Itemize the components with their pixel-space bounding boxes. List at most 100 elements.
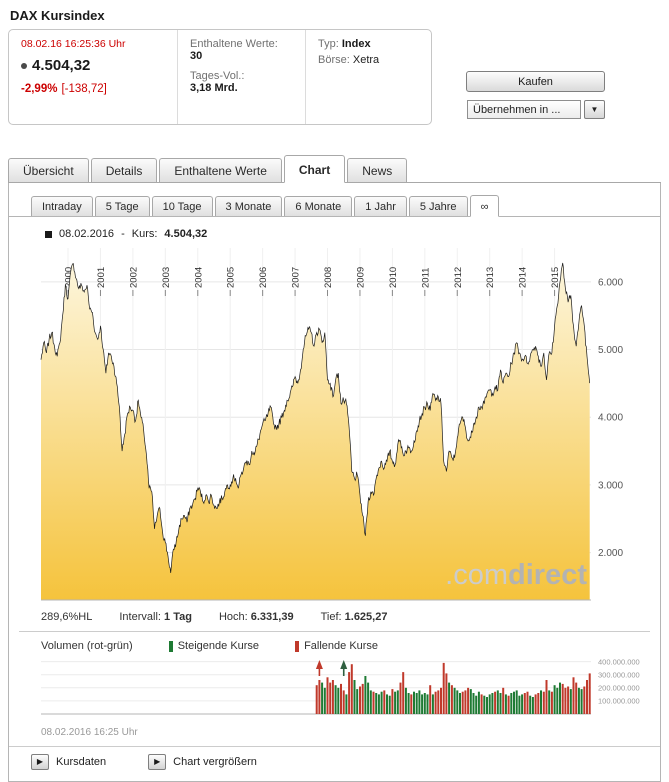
quote-price-column: 08.02.16 16:25:36 Uhr 4.504,32 -2,99% [-1…	[9, 30, 177, 124]
kursdaten-link[interactable]: Kursdaten	[56, 756, 107, 768]
svg-text:200.000.000: 200.000.000	[598, 684, 640, 693]
range-tab-max[interactable]: ∞	[469, 195, 500, 217]
volume-timestamp: 08.02.2016 16:25 Uhr	[41, 727, 138, 738]
svg-text:300.000.000: 300.000.000	[598, 671, 640, 680]
svg-text:2007: 2007	[291, 267, 302, 288]
legend-falling: Fallende Kurse	[295, 640, 378, 652]
chart-date-separator: -	[121, 228, 125, 240]
tab-uebersicht[interactable]: Übersicht	[8, 158, 89, 182]
type-label: Typ:	[318, 38, 339, 50]
chart-vergroessern-item: ▶ Chart vergrößern	[148, 754, 257, 770]
range-tab-5-jahre[interactable]: 5 Jahre	[408, 196, 468, 216]
svg-text:2010: 2010	[388, 267, 399, 288]
play-icon: ▶	[154, 757, 161, 766]
included-values: 30	[190, 50, 203, 62]
quote-box: 08.02.16 16:25:36 Uhr 4.504,32 -2,99% [-1…	[8, 29, 432, 125]
svg-text:2004: 2004	[193, 267, 204, 288]
low-stat: Tief: 1.625,27	[321, 611, 388, 623]
range-tab-intraday[interactable]: Intraday	[31, 196, 93, 216]
dropdown-arrow-button[interactable]: ▼	[584, 100, 605, 119]
svg-text:2002: 2002	[128, 267, 139, 288]
kaufen-button[interactable]: Kaufen	[466, 71, 605, 92]
uebernehmen-dropdown: Übernehmen in ... ▼	[467, 100, 605, 119]
low-value: 1.625,27	[344, 611, 388, 623]
chart-stats: 289,6%HL Intervall: 1 Tag Hoch: 6.331,39…	[9, 607, 660, 629]
exchange-label: Börse:	[318, 54, 350, 66]
svg-text:2006: 2006	[258, 267, 269, 288]
svg-text:2014: 2014	[518, 267, 529, 288]
interval-label: Intervall:	[119, 611, 161, 623]
range-tab-3-monate[interactable]: 3 Monate	[214, 196, 283, 216]
price-chart-block: 6.000 5.000 4.000 3.000 2.000 2000 2001 2002 200…	[9, 242, 660, 607]
quote-change-row: -2,99% [-138,72]	[21, 83, 165, 95]
interval-stat: Intervall: 1 Tag	[119, 611, 192, 623]
svg-text:400.000.000: 400.000.000	[598, 657, 640, 666]
tab-enthaltene-werte[interactable]: Enthaltene Werte	[159, 158, 282, 182]
falling-color-swatch	[295, 640, 300, 652]
high-value: 6.331,39	[250, 611, 294, 623]
low-label: Tief:	[320, 611, 342, 623]
change-percent: -2,99%	[21, 83, 58, 95]
price-marker-icon	[21, 62, 27, 69]
interval-value: 1 Tag	[164, 611, 192, 623]
divider	[9, 746, 660, 747]
page-title: DAX Kursindex	[10, 8, 105, 23]
svg-text:2008: 2008	[323, 267, 334, 288]
chart-vergroessern-link[interactable]: Chart vergrößern	[173, 756, 257, 768]
play-icon: ▶	[36, 757, 44, 766]
hl-percent: 289,6%HL	[41, 611, 93, 623]
volume-legend: Volumen (rot-grün) Steigende Kurse Falle…	[9, 634, 660, 654]
svg-text:.comdirect: .comdirect	[445, 559, 587, 591]
tab-chart[interactable]: Chart	[283, 155, 346, 183]
chevron-down-icon: ▼	[590, 104, 599, 114]
legend-rising: Steigende Kurse	[168, 640, 260, 652]
falling-label: Fallende Kurse	[304, 640, 379, 652]
divider	[19, 631, 650, 632]
kurs-label: Kurs:	[131, 228, 158, 240]
volume-title: Volumen (rot-grün)	[41, 640, 133, 652]
svg-text:3.000: 3.000	[598, 480, 623, 491]
svg-text:2012: 2012	[453, 267, 464, 288]
svg-text:2015: 2015	[550, 267, 561, 288]
kursdaten-button[interactable]: ▶	[31, 754, 49, 770]
volume-chart: 400.000.000 300.000.000 200.000.000 100.000…	[41, 657, 640, 715]
svg-text:2011: 2011	[420, 268, 431, 288]
svg-text:4.000: 4.000	[598, 413, 623, 424]
svg-text:2005: 2005	[226, 267, 237, 288]
tab-details[interactable]: Details	[90, 158, 158, 182]
footer-links: ▶ Kursdaten ▶ Chart vergrößern	[9, 747, 660, 775]
included-values-label: Enthaltene Werte:	[190, 38, 278, 50]
range-tabbar: Intraday 5 Tage 10 Tage 3 Monate 6 Monat…	[9, 183, 660, 217]
svg-text:2000: 2000	[64, 267, 75, 288]
range-tab-6-monate[interactable]: 6 Monate	[284, 196, 353, 216]
change-absolute: [-138,72]	[61, 83, 107, 95]
day-volume: 3,18 Mrd.	[190, 82, 238, 94]
svg-text:6.000: 6.000	[598, 277, 623, 288]
volume-chart-block: 400.000.000 300.000.000 200.000.000 100.000…	[9, 654, 660, 723]
type-value: Index	[341, 38, 371, 50]
rising-label: Steigende Kurse	[177, 640, 260, 652]
range-tab-5-tage[interactable]: 5 Tage	[94, 196, 150, 216]
svg-text:2009: 2009	[355, 267, 366, 288]
range-tab-10-tage[interactable]: 10 Tage	[151, 196, 213, 216]
chart-vergroessern-button[interactable]: ▶	[148, 754, 167, 770]
chart-header: 08.02.2016 - Kurs: 4.504,32	[9, 217, 660, 242]
quote-timestamp: 08.02.16 16:25:36 Uhr	[21, 38, 126, 50]
kurs-value: 4.504,32	[164, 228, 208, 240]
uebernehmen-select[interactable]: Übernehmen in ...	[467, 100, 581, 119]
svg-text:2.000: 2.000	[598, 548, 623, 559]
day-volume-label: Tages-Vol.:	[190, 70, 245, 82]
main-tabbar: Übersicht Details Enthaltene Werte Chart…	[8, 155, 661, 183]
svg-text:2003: 2003	[161, 267, 172, 288]
chart-date: 08.02.2016	[59, 228, 115, 240]
tab-news[interactable]: News	[347, 158, 408, 182]
svg-text:5.000: 5.000	[598, 345, 623, 356]
index-value: 4.504,32	[32, 57, 91, 74]
svg-text:100.000.000: 100.000.000	[598, 697, 640, 706]
svg-text:2001: 2001	[96, 267, 107, 288]
chart-panel: Intraday 5 Tage 10 Tage 3 Monate 6 Monat…	[8, 183, 661, 782]
quote-meta-column: Typ: Index Börse: Xetra	[305, 30, 391, 124]
quote-value-row: 4.504,32	[21, 57, 165, 74]
range-tab-1-jahr[interactable]: 1 Jahr	[354, 196, 407, 216]
